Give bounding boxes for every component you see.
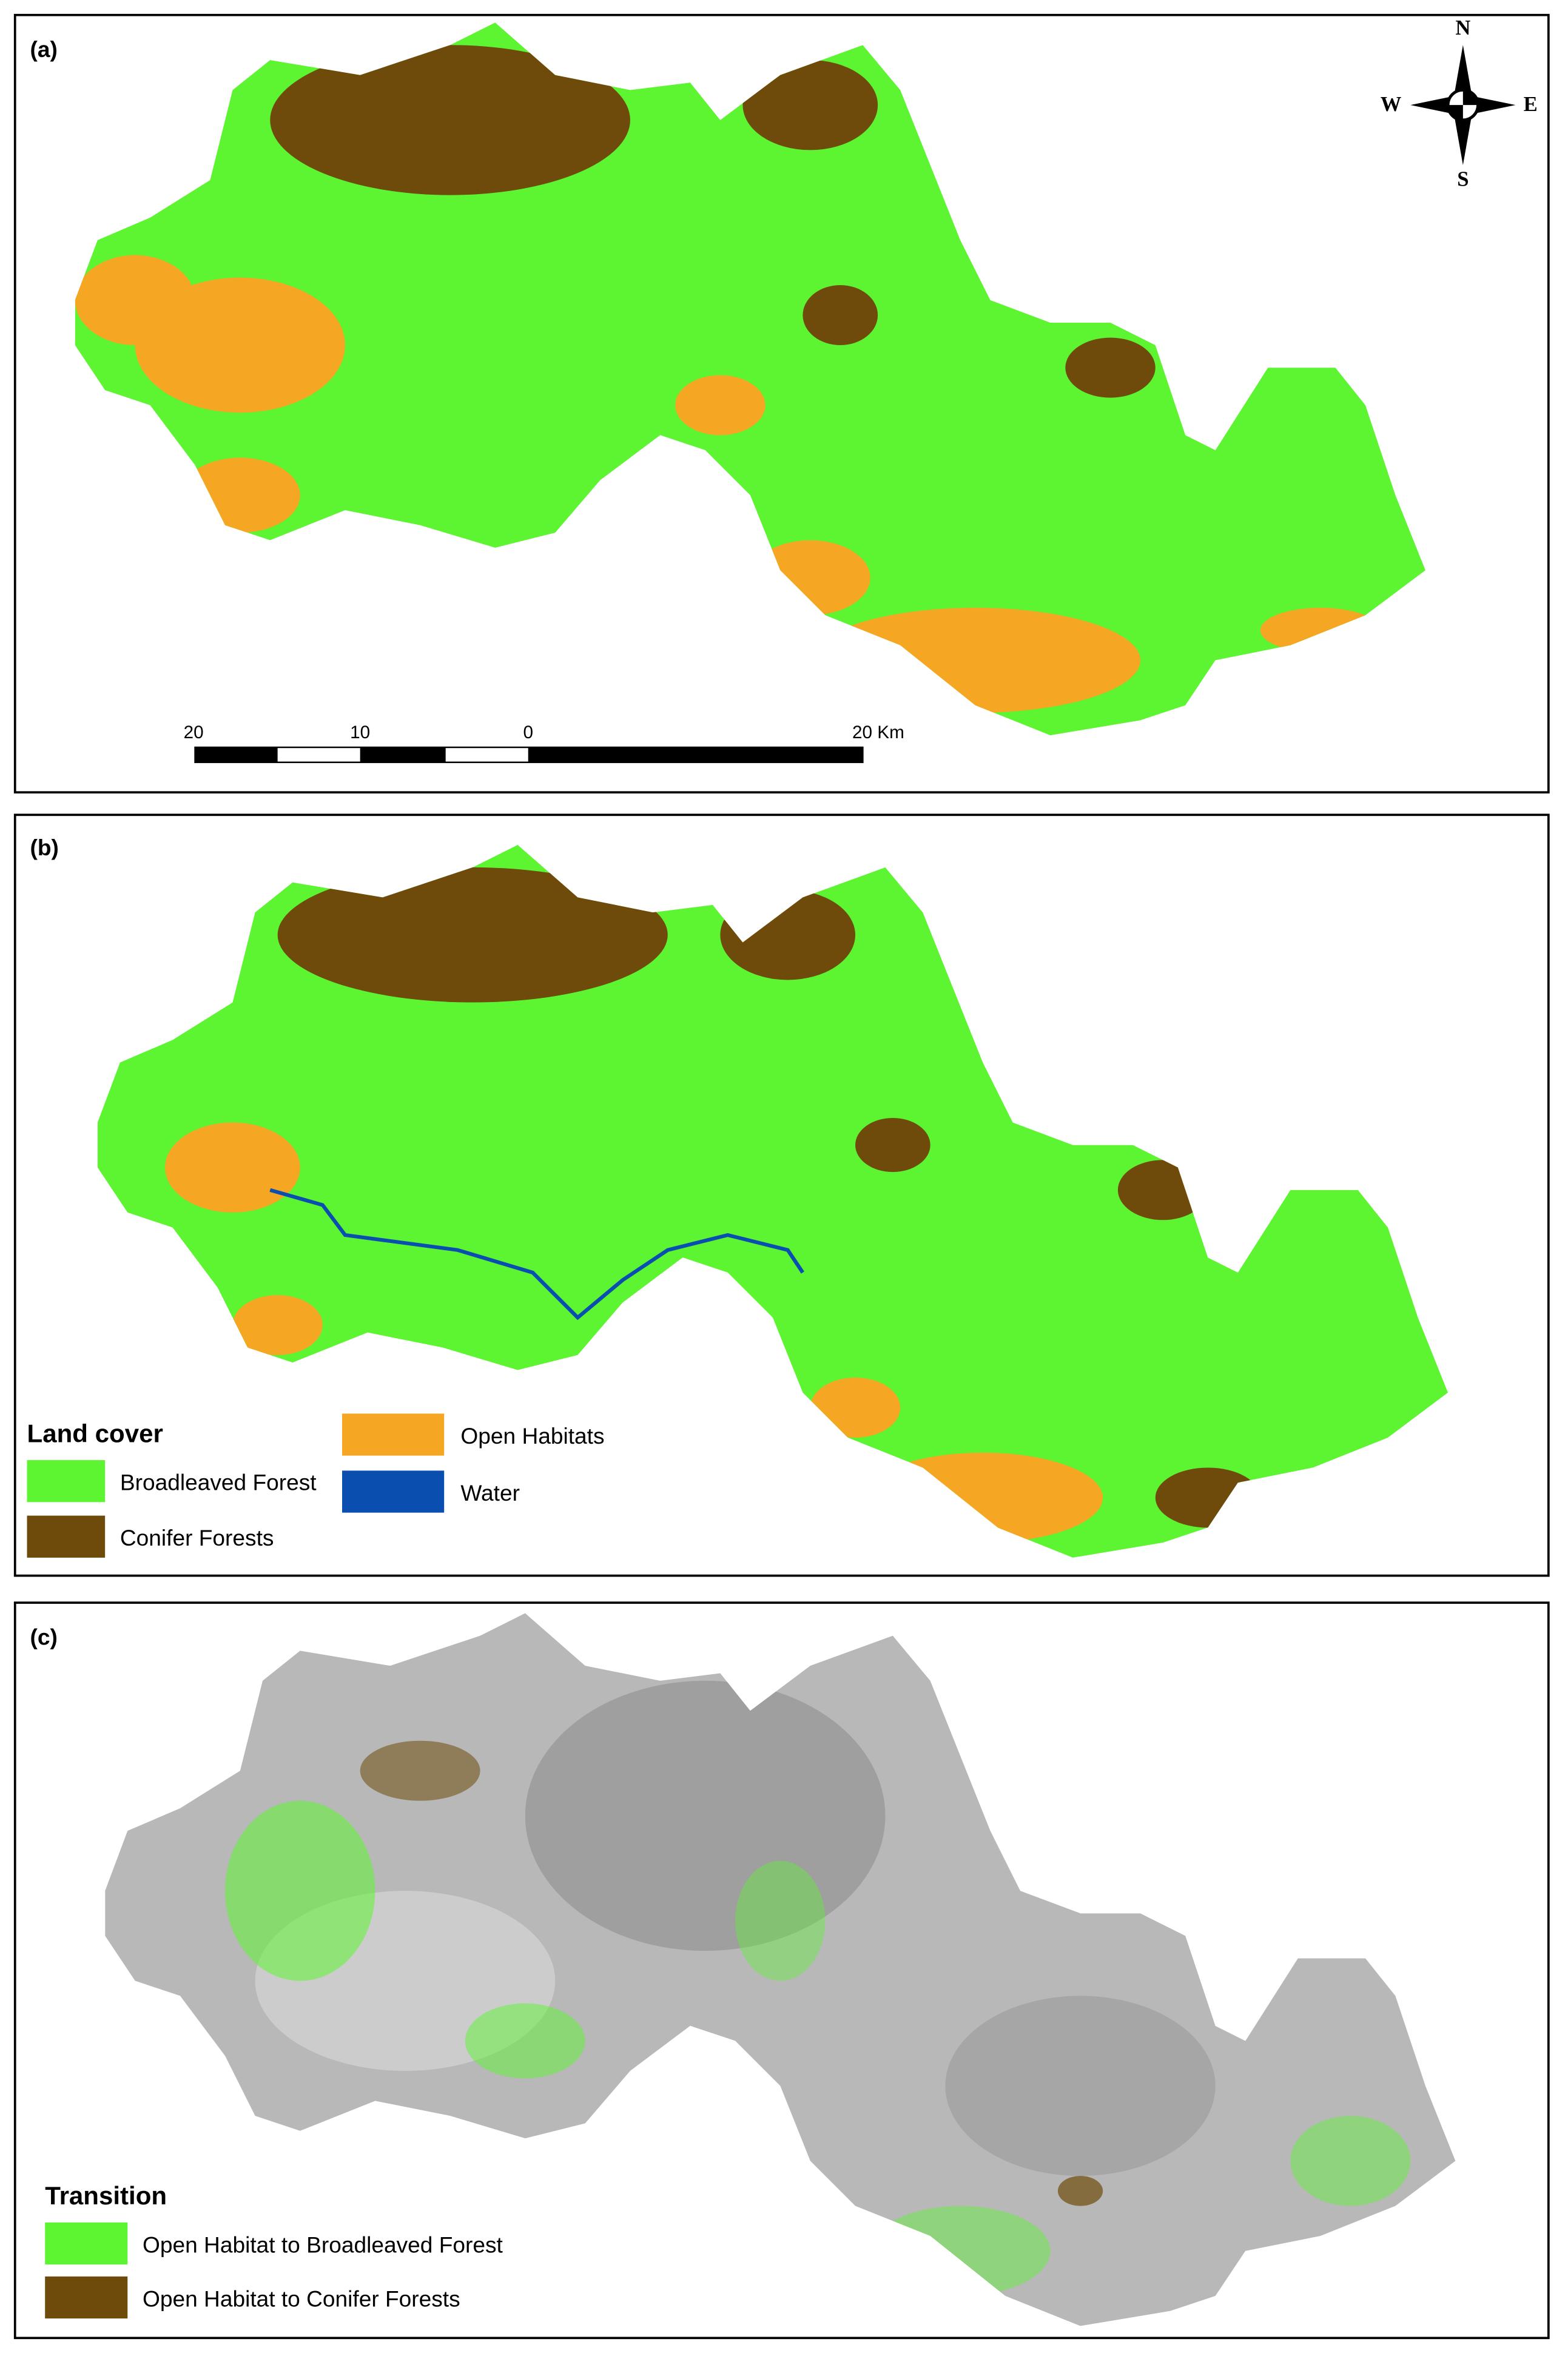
scale-label: 10: [350, 722, 370, 742]
compass-s: S: [1457, 168, 1469, 191]
legend-swatch: [27, 1460, 106, 1503]
legend-swatch: [27, 1515, 106, 1558]
legend-label: Open Habitat to Broadleaved Forest: [143, 2232, 503, 2257]
legend-label: Open Habitat to Conifer Forests: [143, 2286, 460, 2311]
land-cover-map: [97, 844, 1449, 1558]
compass: N S W E: [1381, 16, 1538, 191]
compass-n: N: [1455, 16, 1470, 39]
panel-label: (c): [30, 1624, 57, 1649]
panel-c: (c) Transition Open Habitat to Broadleav…: [13, 1601, 1550, 2340]
panel-label: (b): [30, 835, 58, 860]
compass-w: W: [1381, 93, 1402, 116]
land-cover-map: [75, 22, 1425, 736]
legend-title: Transition: [45, 2181, 167, 2210]
scale-bar: 20 10 0 20 Km: [184, 722, 904, 763]
transition-map: [105, 1613, 1456, 2326]
legend-label: Water: [460, 1480, 520, 1506]
legend-swatch: [45, 2222, 128, 2265]
legend-label: Broadleaved Forest: [120, 1470, 317, 1495]
panel-b: (b) Land cover Broadleaved Forest Conife…: [13, 813, 1550, 1577]
legend: Transition Open Habitat to Broadleaved F…: [45, 2181, 503, 2319]
legend-swatch: [342, 1413, 445, 1456]
scale-label: 20: [184, 722, 204, 742]
legend-label: Open Habitats: [460, 1423, 604, 1449]
panel-a: (a) N S W E: [13, 13, 1550, 794]
legend-swatch: [342, 1470, 445, 1513]
scale-label: 20 Km: [852, 722, 904, 742]
legend-title: Land cover: [27, 1419, 163, 1447]
legend-label: Conifer Forests: [120, 1525, 274, 1550]
compass-e: E: [1524, 93, 1538, 116]
legend: Land cover Broadleaved Forest Conifer Fo…: [27, 1413, 605, 1558]
panel-label: (a): [30, 36, 57, 62]
legend-swatch: [45, 2276, 128, 2319]
scale-label: 0: [523, 722, 533, 742]
